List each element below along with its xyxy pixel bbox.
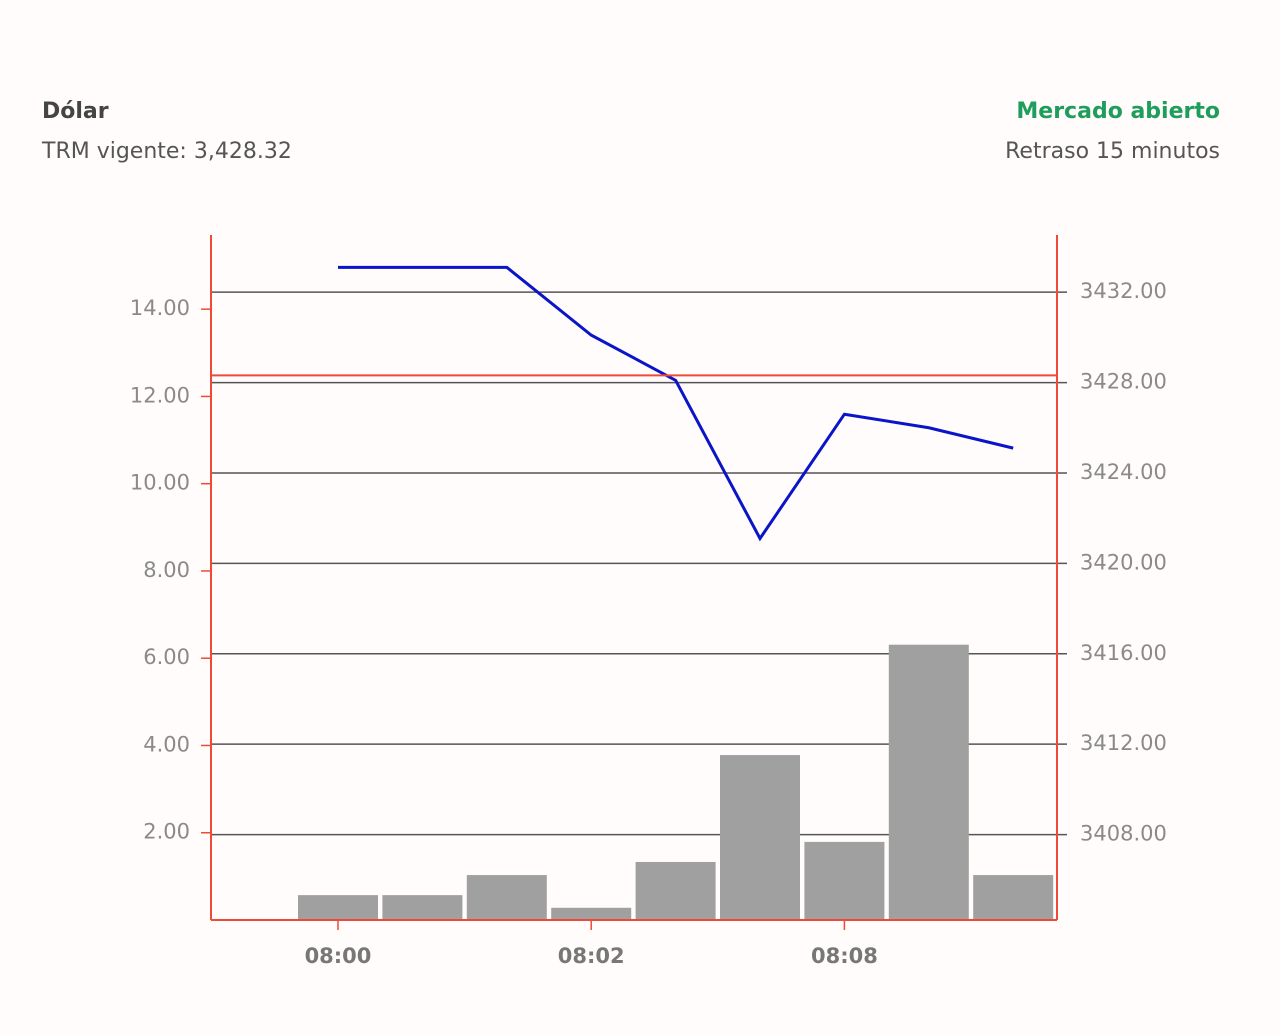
y-tick-label: 8.00	[143, 558, 190, 582]
y-tick-label: 4.00	[143, 732, 190, 756]
line	[338, 265, 1014, 542]
y2-tick-label: 3416.00	[1080, 641, 1167, 665]
bar	[888, 644, 969, 920]
bar	[635, 861, 716, 920]
bar	[466, 875, 547, 920]
y2-tick-label: 3424.00	[1080, 460, 1167, 484]
y-tick-label: 10.00	[130, 471, 190, 495]
x-tick-label: 08:08	[811, 944, 878, 968]
market-status: Mercado abierto	[1016, 99, 1220, 124]
y-tick-label: 14.00	[130, 296, 190, 320]
subtitle: TRM vigente: 3,428.32	[42, 139, 292, 164]
y-tick-label: 12.00	[130, 383, 190, 407]
y-tick-label: 2.00	[143, 820, 190, 844]
x-tick-label: 08:02	[558, 944, 625, 968]
y2-tick-label: 3428.00	[1080, 370, 1167, 394]
y2-tick-label: 3412.00	[1080, 731, 1167, 755]
bar	[551, 907, 632, 920]
bar	[382, 895, 463, 920]
y-tick-label: 6.00	[143, 645, 190, 669]
delay-note: Retraso 15 minutos	[1005, 139, 1220, 164]
bar	[973, 875, 1054, 920]
y2-tick-label: 3408.00	[1080, 822, 1167, 846]
bar	[804, 841, 885, 920]
y2-tick-label: 3420.00	[1080, 550, 1167, 574]
bar	[720, 755, 800, 920]
bar	[298, 895, 378, 920]
y2-tick-label: 3432.00	[1080, 279, 1167, 303]
x-tick-label: 08:00	[305, 944, 372, 968]
title: Dólar	[42, 99, 109, 124]
